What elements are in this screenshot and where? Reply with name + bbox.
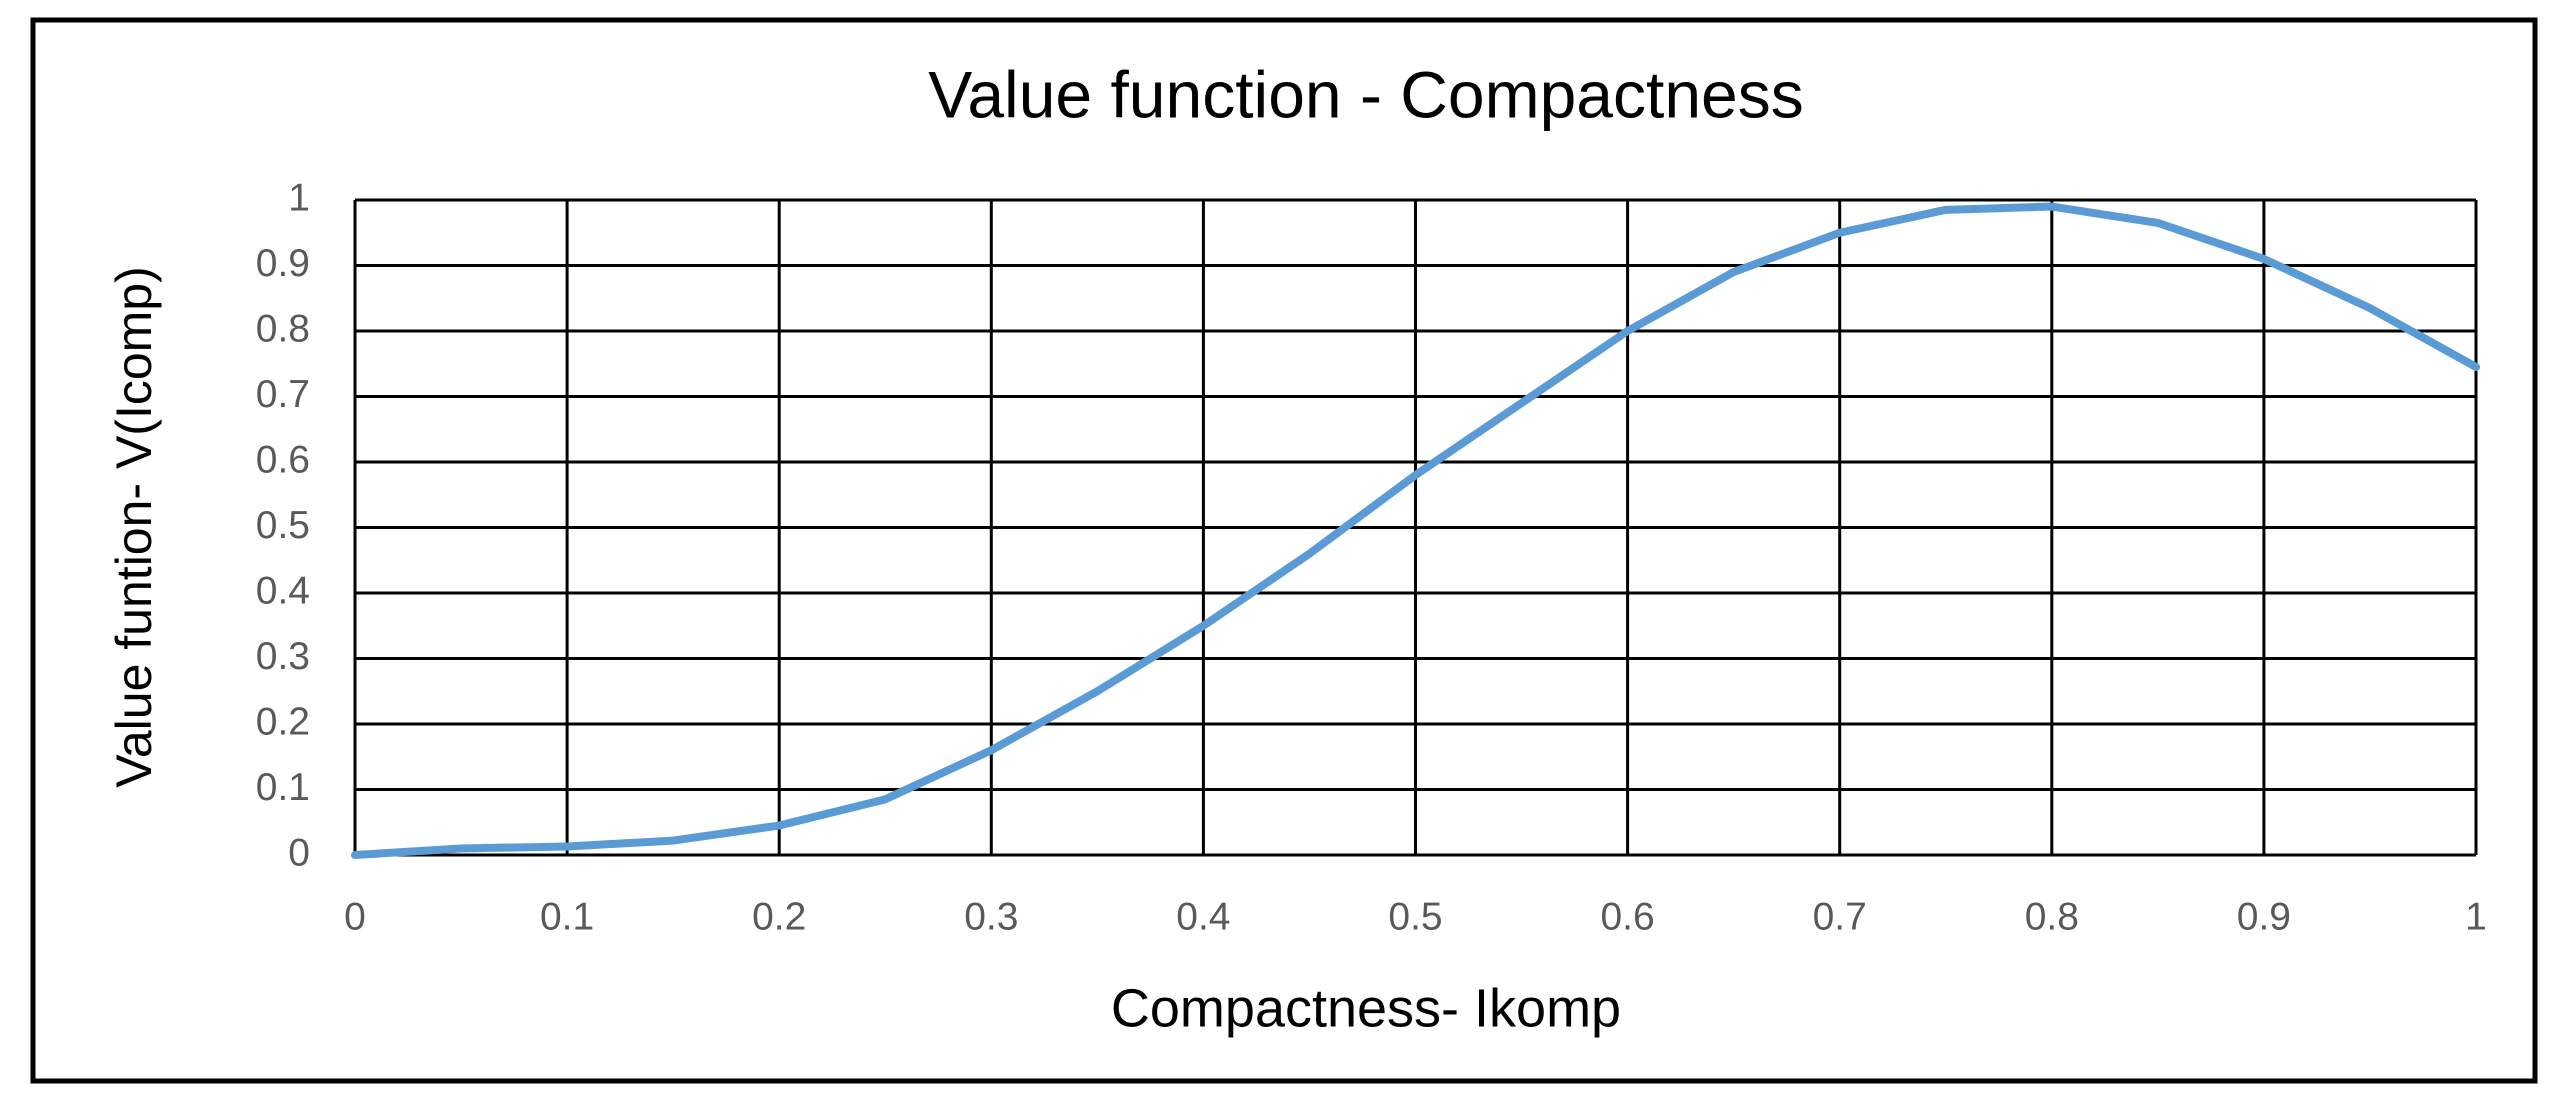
y-tick-label: 0.8 (256, 307, 310, 350)
y-tick-label: 1 (288, 176, 310, 219)
y-tick-label: 0.6 (256, 438, 310, 481)
chart-border (30, 17, 2538, 1084)
y-tick-label: 0.4 (256, 569, 310, 612)
x-tick-label: 0.2 (752, 895, 806, 938)
x-tick-label: 0.5 (1388, 895, 1442, 938)
y-tick-label: 0.5 (256, 504, 310, 547)
x-tick-label: 0.3 (964, 895, 1018, 938)
x-tick-label: 0.1 (540, 895, 594, 938)
x-tick-label: 0.4 (1176, 895, 1230, 938)
y-axis-label: Value funtion- V(Icomp) (106, 266, 162, 788)
y-tick-label: 0.1 (256, 766, 310, 809)
y-tick-label: 0.3 (256, 635, 310, 678)
y-tick-label: 0.2 (256, 700, 310, 743)
y-tick-label: 0.9 (256, 242, 310, 285)
x-axis-label: Compactness- Ikomp (1111, 978, 1621, 1038)
y-tick-label: 0.7 (256, 373, 310, 416)
y-tick-label: 0 (288, 831, 310, 874)
data-line (351, 202, 2480, 859)
x-tick-label: 0.6 (1600, 895, 1654, 938)
x-tick-label: 0.8 (2025, 895, 2079, 938)
x-tick-label: 0.9 (2237, 895, 2291, 938)
x-tick-label: 0.7 (1813, 895, 1867, 938)
x-tick-label: 0 (344, 895, 366, 938)
chart-title: Value function - Compactness (928, 57, 1804, 131)
x-tick-label: 1 (2465, 895, 2487, 938)
